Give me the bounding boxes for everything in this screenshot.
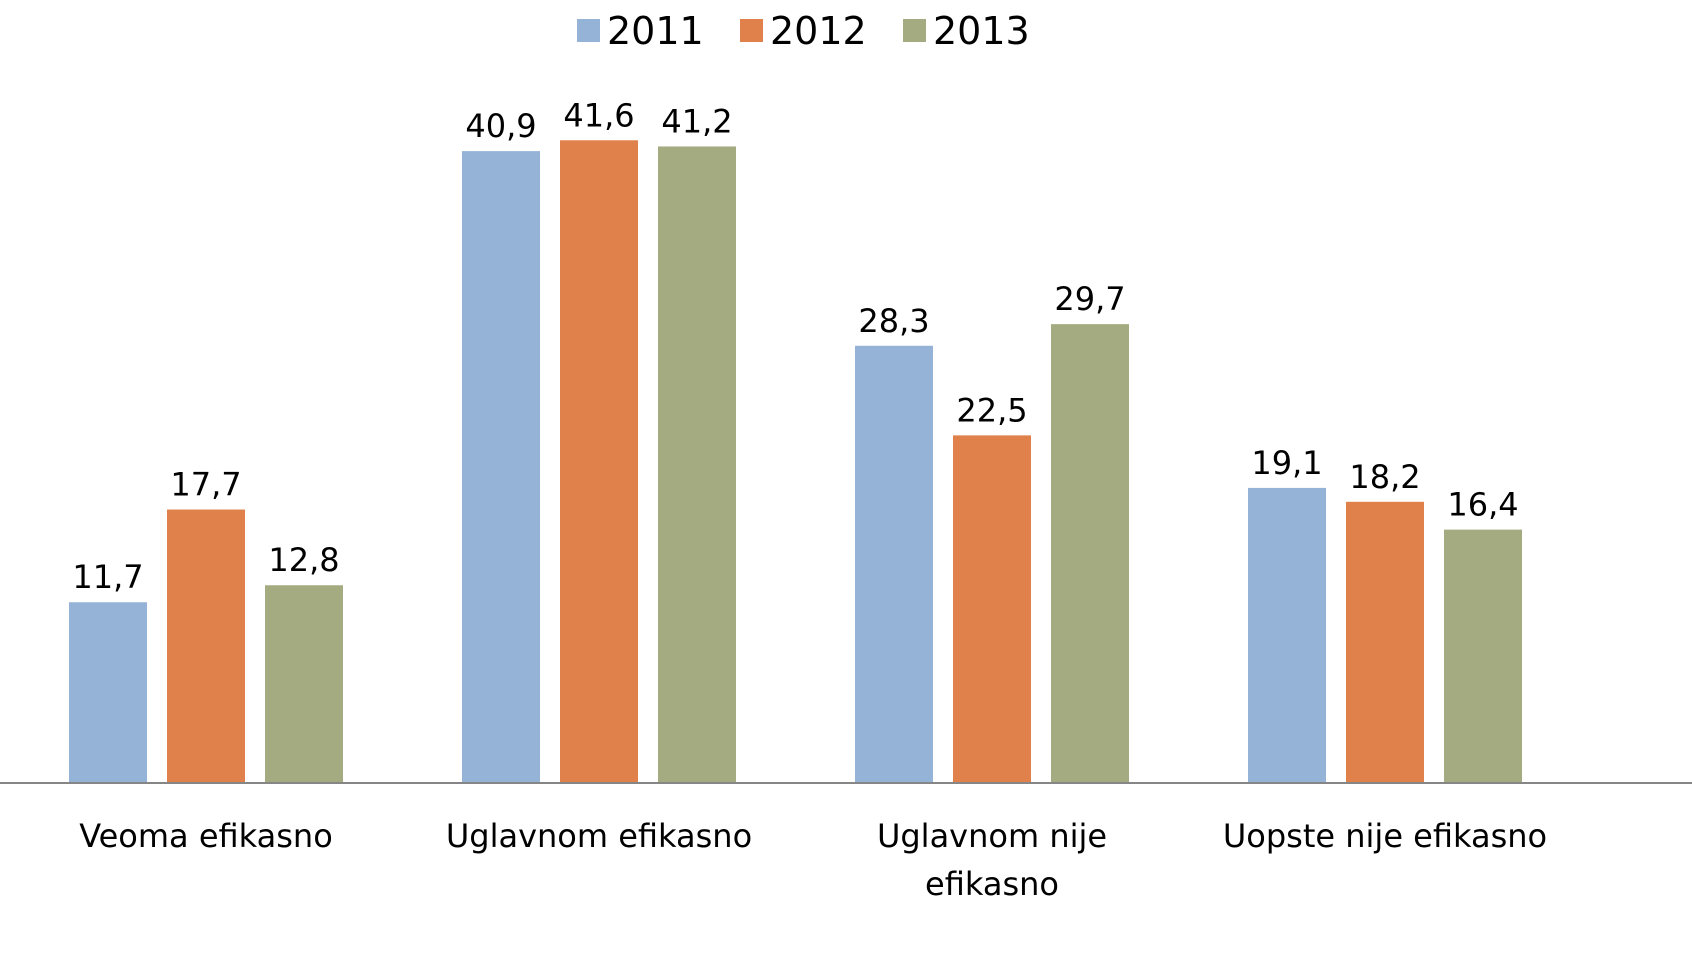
value-label: 41,6 <box>563 96 634 134</box>
legend-label: 2013 <box>933 9 1030 53</box>
bar <box>462 151 540 784</box>
bar <box>167 509 245 783</box>
legend-swatch <box>740 19 763 42</box>
value-label: 12,8 <box>268 541 339 579</box>
value-label: 16,4 <box>1447 486 1518 524</box>
bar <box>1444 529 1522 783</box>
value-label: 18,2 <box>1349 458 1420 496</box>
bar <box>658 146 736 783</box>
value-label: 40,9 <box>465 107 536 145</box>
value-label: 28,3 <box>858 302 929 340</box>
legend-swatch <box>903 19 926 42</box>
x-tick-label: Uglavnom nije efikasno <box>876 817 1108 903</box>
bar <box>1346 501 1424 783</box>
value-label: 17,7 <box>170 466 241 504</box>
bar <box>855 345 933 783</box>
legend-label: 2012 <box>770 9 867 53</box>
bar <box>1248 487 1326 783</box>
value-label: 41,2 <box>661 102 732 140</box>
legend-swatch <box>577 19 600 42</box>
bar <box>69 602 147 783</box>
bar <box>560 140 638 783</box>
bar <box>953 435 1031 783</box>
value-label: 29,7 <box>1054 280 1125 318</box>
value-label: 22,5 <box>956 391 1027 429</box>
x-tick-label: Veoma efikasno <box>79 817 333 855</box>
bar <box>1051 324 1129 783</box>
value-label: 19,1 <box>1251 444 1322 482</box>
x-tick-label: Uopste nije efikasno <box>1222 817 1548 855</box>
value-label: 11,7 <box>72 558 143 596</box>
legend-label: 2011 <box>607 9 704 53</box>
bar <box>265 585 343 783</box>
x-tick-label: Uglavnom efikasno <box>445 817 753 855</box>
